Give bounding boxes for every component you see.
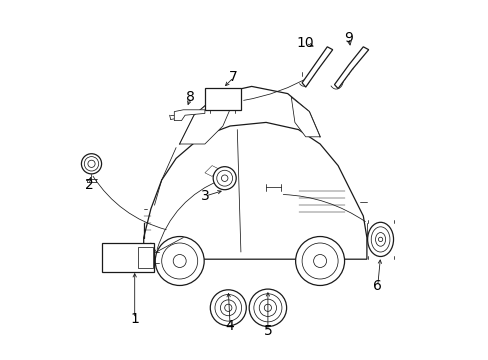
FancyBboxPatch shape bbox=[204, 88, 241, 110]
Circle shape bbox=[264, 304, 271, 311]
Circle shape bbox=[259, 299, 276, 316]
Circle shape bbox=[302, 243, 337, 279]
Circle shape bbox=[173, 255, 186, 267]
Text: 9: 9 bbox=[344, 31, 353, 45]
Ellipse shape bbox=[367, 222, 393, 256]
Text: 2: 2 bbox=[84, 179, 93, 192]
Polygon shape bbox=[174, 110, 204, 121]
Circle shape bbox=[84, 157, 99, 171]
Circle shape bbox=[81, 154, 102, 174]
Circle shape bbox=[88, 160, 95, 167]
Circle shape bbox=[215, 294, 241, 321]
Circle shape bbox=[295, 237, 344, 285]
Polygon shape bbox=[143, 122, 366, 259]
Circle shape bbox=[155, 237, 204, 285]
FancyBboxPatch shape bbox=[102, 243, 154, 272]
Polygon shape bbox=[204, 166, 219, 176]
Ellipse shape bbox=[375, 233, 385, 246]
Text: 3: 3 bbox=[200, 189, 209, 203]
Text: 6: 6 bbox=[372, 279, 381, 293]
FancyBboxPatch shape bbox=[138, 247, 153, 268]
Text: 8: 8 bbox=[185, 90, 195, 104]
Circle shape bbox=[220, 300, 236, 316]
Circle shape bbox=[162, 243, 197, 279]
Circle shape bbox=[210, 290, 246, 326]
Polygon shape bbox=[334, 47, 368, 89]
Circle shape bbox=[221, 175, 227, 181]
Text: 4: 4 bbox=[225, 319, 234, 333]
Circle shape bbox=[378, 237, 382, 242]
Text: 7: 7 bbox=[229, 71, 238, 84]
Circle shape bbox=[313, 255, 326, 267]
Circle shape bbox=[216, 170, 232, 186]
Text: 1: 1 bbox=[130, 312, 139, 325]
Circle shape bbox=[213, 167, 236, 190]
Text: 5: 5 bbox=[263, 324, 272, 338]
Ellipse shape bbox=[370, 227, 389, 252]
Circle shape bbox=[253, 294, 282, 322]
Circle shape bbox=[249, 289, 286, 327]
Polygon shape bbox=[179, 94, 233, 144]
Text: 10: 10 bbox=[296, 36, 314, 50]
Polygon shape bbox=[302, 47, 332, 87]
Polygon shape bbox=[291, 97, 320, 137]
Circle shape bbox=[224, 304, 231, 311]
